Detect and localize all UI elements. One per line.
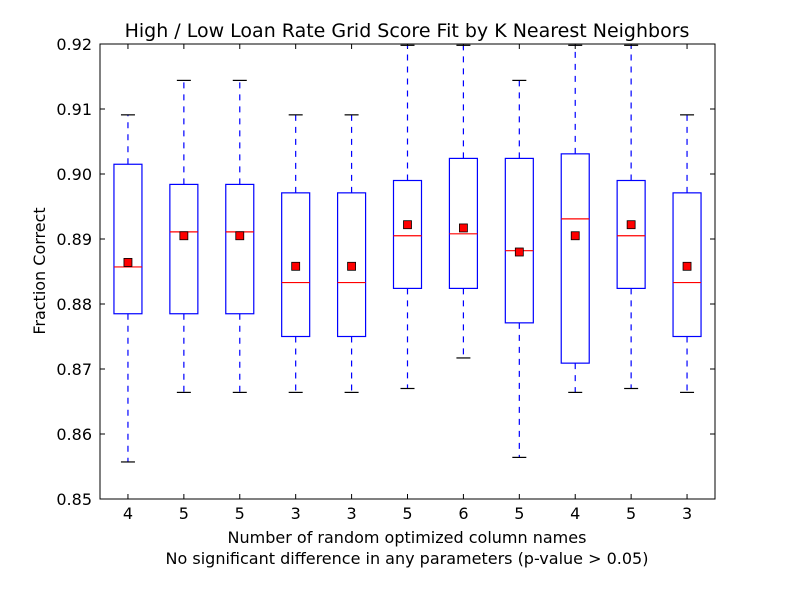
x-tick-label: 4 xyxy=(123,504,133,523)
box-iqr xyxy=(504,157,534,324)
box-iqr xyxy=(169,183,199,315)
box-iqr xyxy=(225,183,255,315)
y-tick-label: 0.87 xyxy=(56,360,92,379)
box-iqr xyxy=(281,192,311,338)
mean-marker xyxy=(626,220,636,230)
mean-marker xyxy=(682,261,692,271)
mean-marker xyxy=(403,220,412,230)
x-tick-label: 6 xyxy=(458,504,468,523)
x-tick-label: 3 xyxy=(346,504,356,523)
mean-marker xyxy=(459,223,468,233)
y-tick-label: 0.89 xyxy=(56,230,92,249)
box-iqr xyxy=(672,192,702,338)
box-iqr xyxy=(392,179,423,290)
mean-marker xyxy=(514,247,524,257)
mean-marker xyxy=(291,261,301,271)
x-tick-label: 3 xyxy=(682,504,692,523)
box-iqr xyxy=(616,179,646,290)
mean-marker xyxy=(123,257,133,267)
x-tick-label: 5 xyxy=(402,504,412,523)
chart-title: High / Low Loan Rate Grid Score Fit by K… xyxy=(125,20,690,42)
y-tick-label: 0.88 xyxy=(56,295,92,314)
box-iqr xyxy=(113,163,143,315)
mean-marker xyxy=(347,261,356,271)
box-iqr xyxy=(560,153,590,364)
y-tick-label: 0.92 xyxy=(56,35,92,54)
x-tick-label: 5 xyxy=(514,504,524,523)
y-axis-label: Fraction Correct xyxy=(30,207,49,334)
axes-frame xyxy=(99,43,716,500)
x-tick-label: 5 xyxy=(235,504,245,523)
x-tick-label: 4 xyxy=(570,504,580,523)
box-iqr xyxy=(336,192,367,338)
y-tick-label: 0.85 xyxy=(56,490,92,509)
x-tick-label: 3 xyxy=(291,504,301,523)
x-axis-label: Number of random optimized column names xyxy=(228,528,587,547)
x-tick-label: 5 xyxy=(626,504,636,523)
mean-marker xyxy=(235,231,245,241)
y-tick-label: 0.91 xyxy=(56,100,92,119)
mean-marker xyxy=(570,231,580,241)
mean-marker xyxy=(179,231,189,241)
plot-area: 0.85 0.86 0.87 0.88 0.89 0.90 0.91 0.92 4 5 5 3 3 5 6 5… xyxy=(56,35,715,523)
box-iqr xyxy=(448,157,479,289)
y-tick-label: 0.90 xyxy=(56,165,92,184)
x-tick-label: 5 xyxy=(179,504,189,523)
y-tick-label: 0.86 xyxy=(56,425,92,444)
x-axis-label-line2: No significant difference in any paramet… xyxy=(166,549,649,568)
